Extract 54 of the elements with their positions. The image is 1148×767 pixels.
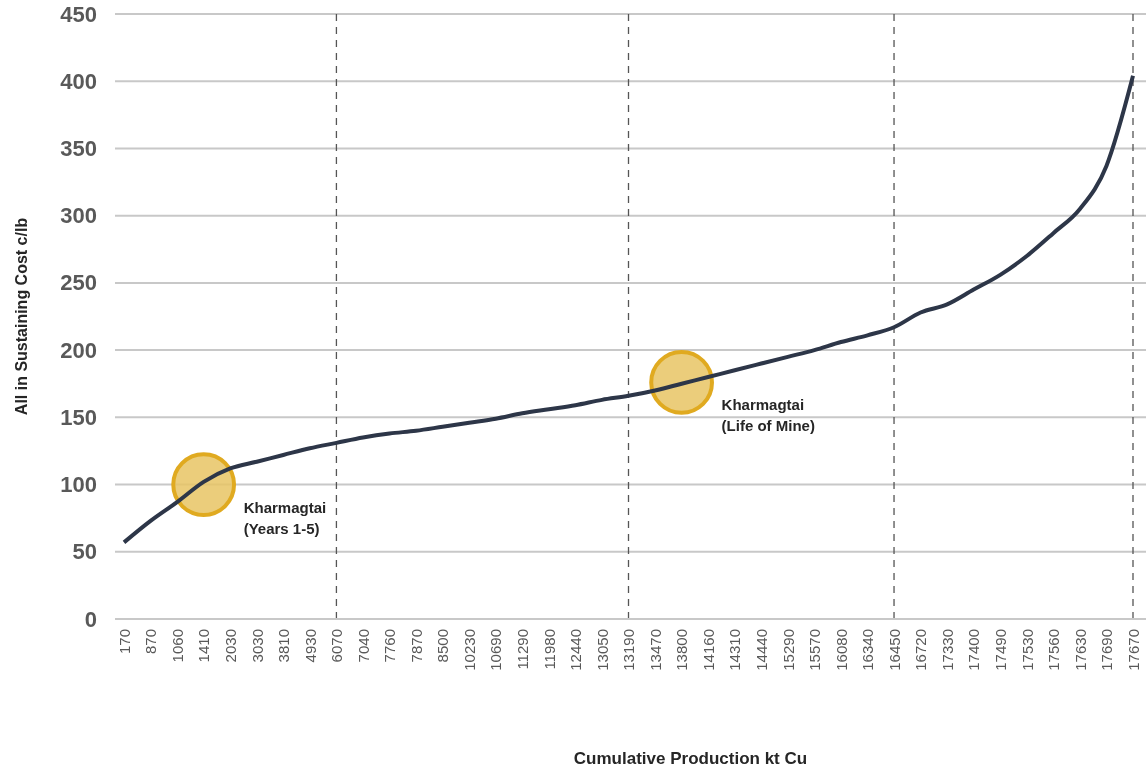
x-tick-label: 7040	[354, 629, 372, 663]
x-tick-label: 10690	[487, 629, 505, 671]
x-tick-label: 16720	[912, 629, 930, 671]
y-tick-label: 100	[60, 472, 97, 498]
y-axis-title: All in Sustaining Cost c/lb	[13, 217, 30, 416]
annotation: Kharmagtai (Life of Mine)	[721, 396, 815, 435]
x-tick-label: 14440	[753, 629, 771, 671]
x-tick-label: 2030	[221, 629, 239, 663]
x-tick-label: 1060	[168, 629, 186, 663]
x-tick-label: 3030	[248, 629, 266, 663]
y-tick-label: 0	[84, 606, 97, 632]
x-tick-label: 16450	[885, 629, 903, 671]
x-tick-label: 3810	[275, 629, 293, 663]
line-series	[122, 73, 1135, 545]
x-tick-label: 16080	[832, 629, 850, 671]
x-tick-label: 17560	[1045, 629, 1063, 671]
x-tick-label: 13800	[673, 629, 691, 671]
x-tick-label: 15290	[779, 629, 797, 671]
x-tick-label: 7760	[381, 629, 399, 663]
y-tick-label: 50	[72, 539, 97, 565]
x-tick-label: 16340	[859, 629, 877, 671]
x-axis-title: Cumulative Production kt Cu	[573, 749, 808, 767]
x-tick-label: 4930	[301, 629, 319, 663]
y-tick-label: 300	[60, 203, 97, 229]
x-tick-label: 17530	[1018, 629, 1036, 671]
y-tick-label: 200	[60, 337, 97, 363]
y-tick-label: 400	[60, 68, 97, 94]
x-tick-label: 11980	[540, 629, 558, 670]
x-tick-label: 7870	[407, 629, 425, 663]
x-tick-label: 17670	[1124, 629, 1142, 671]
x-tick-label: 17630	[1071, 629, 1089, 671]
y-tick-label: 450	[60, 1, 97, 27]
x-tick-label: 870	[142, 629, 160, 655]
x-tick-label: 11290	[514, 629, 532, 670]
y-tick-label: 150	[60, 404, 97, 430]
x-tick-label: 15570	[806, 629, 824, 671]
x-tick-label: 13190	[620, 629, 638, 671]
x-tick-label: 1410	[195, 629, 213, 663]
x-tick-label: 17690	[1098, 629, 1116, 671]
x-tick-label: 17490	[991, 629, 1009, 671]
x-tick-label: 12440	[567, 629, 585, 671]
x-tick-label: 13050	[593, 629, 611, 671]
x-tick-label: 17330	[938, 629, 956, 671]
x-tick-label: 10230	[460, 629, 478, 671]
x-tick-label: 6070	[328, 629, 346, 663]
y-tick-label: 250	[60, 270, 97, 296]
annotation: Kharmagtai (Years 1-5)	[243, 498, 327, 537]
x-tick-label: 13470	[646, 629, 664, 671]
x-tick-label: 17400	[965, 629, 983, 671]
x-tick-label: 14160	[699, 629, 717, 671]
x-tick-label: 170	[115, 629, 133, 655]
y-tick-label: 350	[60, 135, 97, 161]
x-tick-label: 14310	[726, 629, 744, 671]
x-tick-label: 8500	[434, 629, 452, 663]
